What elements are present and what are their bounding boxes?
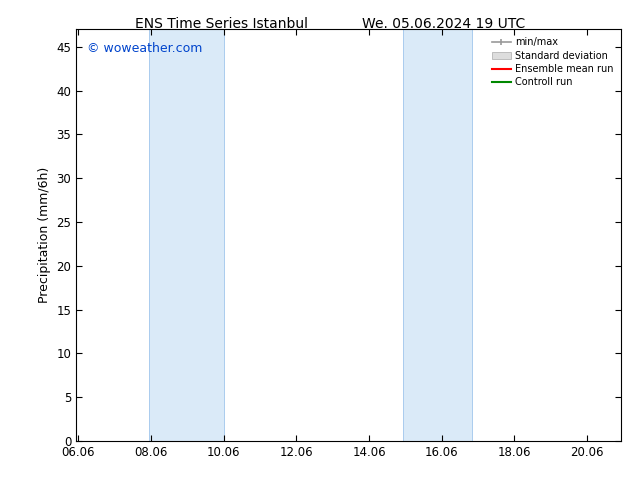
- Legend: min/max, Standard deviation, Ensemble mean run, Controll run: min/max, Standard deviation, Ensemble me…: [489, 34, 616, 90]
- Text: © woweather.com: © woweather.com: [87, 42, 202, 55]
- Text: We. 05.06.2024 19 UTC: We. 05.06.2024 19 UTC: [362, 17, 526, 31]
- Y-axis label: Precipitation (mm/6h): Precipitation (mm/6h): [38, 167, 51, 303]
- Bar: [403, 29, 439, 441]
- Bar: [149, 29, 224, 441]
- Text: ENS Time Series Istanbul: ENS Time Series Istanbul: [136, 17, 308, 31]
- Bar: [439, 29, 472, 441]
